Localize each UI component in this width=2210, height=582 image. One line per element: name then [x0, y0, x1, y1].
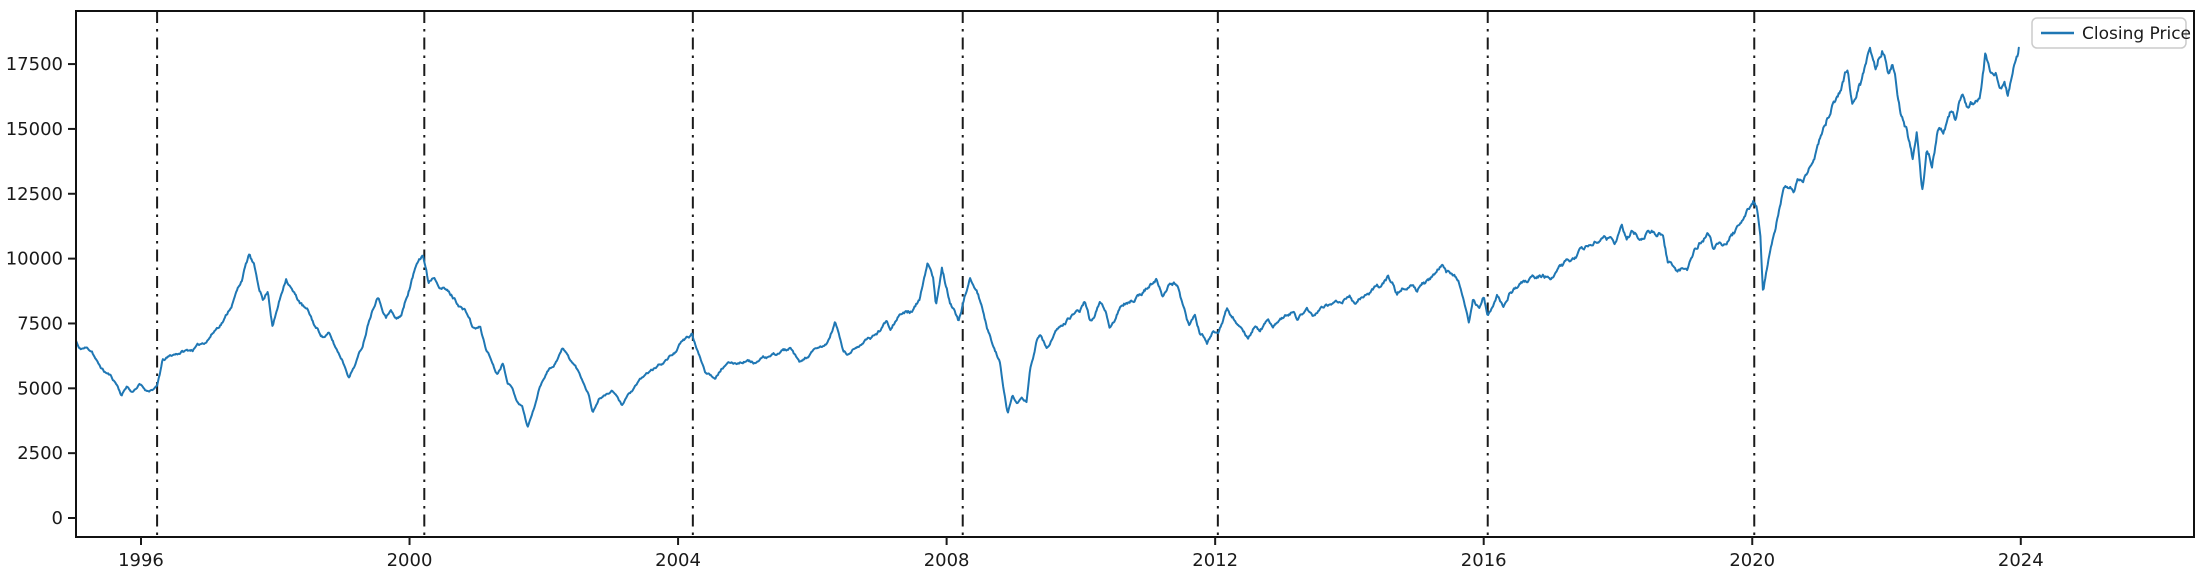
x-tick-label: 2000: [387, 550, 433, 571]
x-tick-label: 2016: [1461, 550, 1507, 571]
axes-border: [75, 10, 2195, 538]
x-tick-label: 1996: [118, 550, 164, 571]
y-tick-label: 0: [52, 508, 63, 529]
legend-label: Closing Price: [2082, 24, 2191, 44]
x-tick-label: 2012: [1192, 550, 1238, 571]
closing-price-path: [76, 46, 2020, 428]
legend-box: [2031, 17, 2187, 49]
event-vlines: [156, 11, 1756, 537]
x-tick-label: 2020: [1729, 550, 1775, 571]
y-tick-label: 2500: [17, 443, 63, 464]
legend: Closing Price: [2031, 17, 2191, 49]
price-line-series: [76, 46, 2020, 428]
y-axis: 0 2500 5000 7500 10000 12500 15000 17500: [6, 54, 76, 529]
y-tick-label: 15000: [6, 119, 63, 140]
x-tick-label: 2008: [924, 550, 970, 571]
x-tick-label: 2004: [655, 550, 701, 571]
y-tick-label: 12500: [6, 184, 63, 205]
x-tick-label: 2024: [1998, 550, 2044, 571]
y-tick-label: 5000: [17, 378, 63, 399]
y-tick-label: 7500: [17, 313, 63, 334]
y-tick-label: 10000: [6, 249, 63, 270]
y-tick-label: 17500: [6, 54, 63, 75]
x-axis: 1996 2000 2004 2008 2012 2016 2020 2024: [118, 537, 2044, 571]
